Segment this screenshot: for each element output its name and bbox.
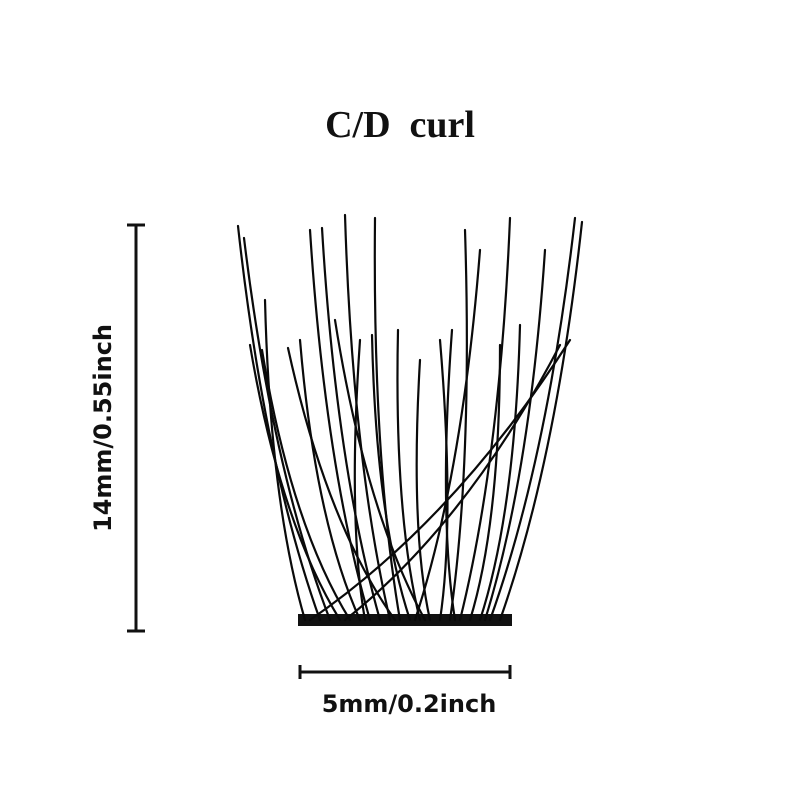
lash-strand [320,226,382,622]
lash-strand [458,216,512,622]
lash-band [298,614,512,626]
lash-strand [353,338,367,622]
lash-strand [370,333,412,622]
lash-strand [396,328,422,622]
lash-strand [298,338,362,622]
lash-strand [413,248,482,622]
lash-strand [468,343,502,622]
width-dimension-line [298,665,512,679]
lash-strand [478,323,522,622]
width-label: 5mm/0.2inch [321,690,497,718]
lash-strand [286,346,397,622]
lash-strand [415,358,432,622]
lash-strand [483,248,547,622]
lash-strand [248,343,342,622]
title: C/D curl [325,104,475,146]
lash-strand [488,216,577,622]
lash-strand [236,224,322,622]
lash-strand [343,213,392,622]
lash-strand [448,228,468,622]
lash-strand [242,236,332,622]
lash-strand [333,318,427,622]
lash-strand [373,216,402,622]
height-dimension-line [127,223,145,633]
lash-cluster-image [236,213,584,626]
lash-strand [263,298,307,622]
lash-strand [444,328,457,622]
lash-strand [498,220,584,622]
height-label: 14mm/0.55inch [89,323,117,533]
